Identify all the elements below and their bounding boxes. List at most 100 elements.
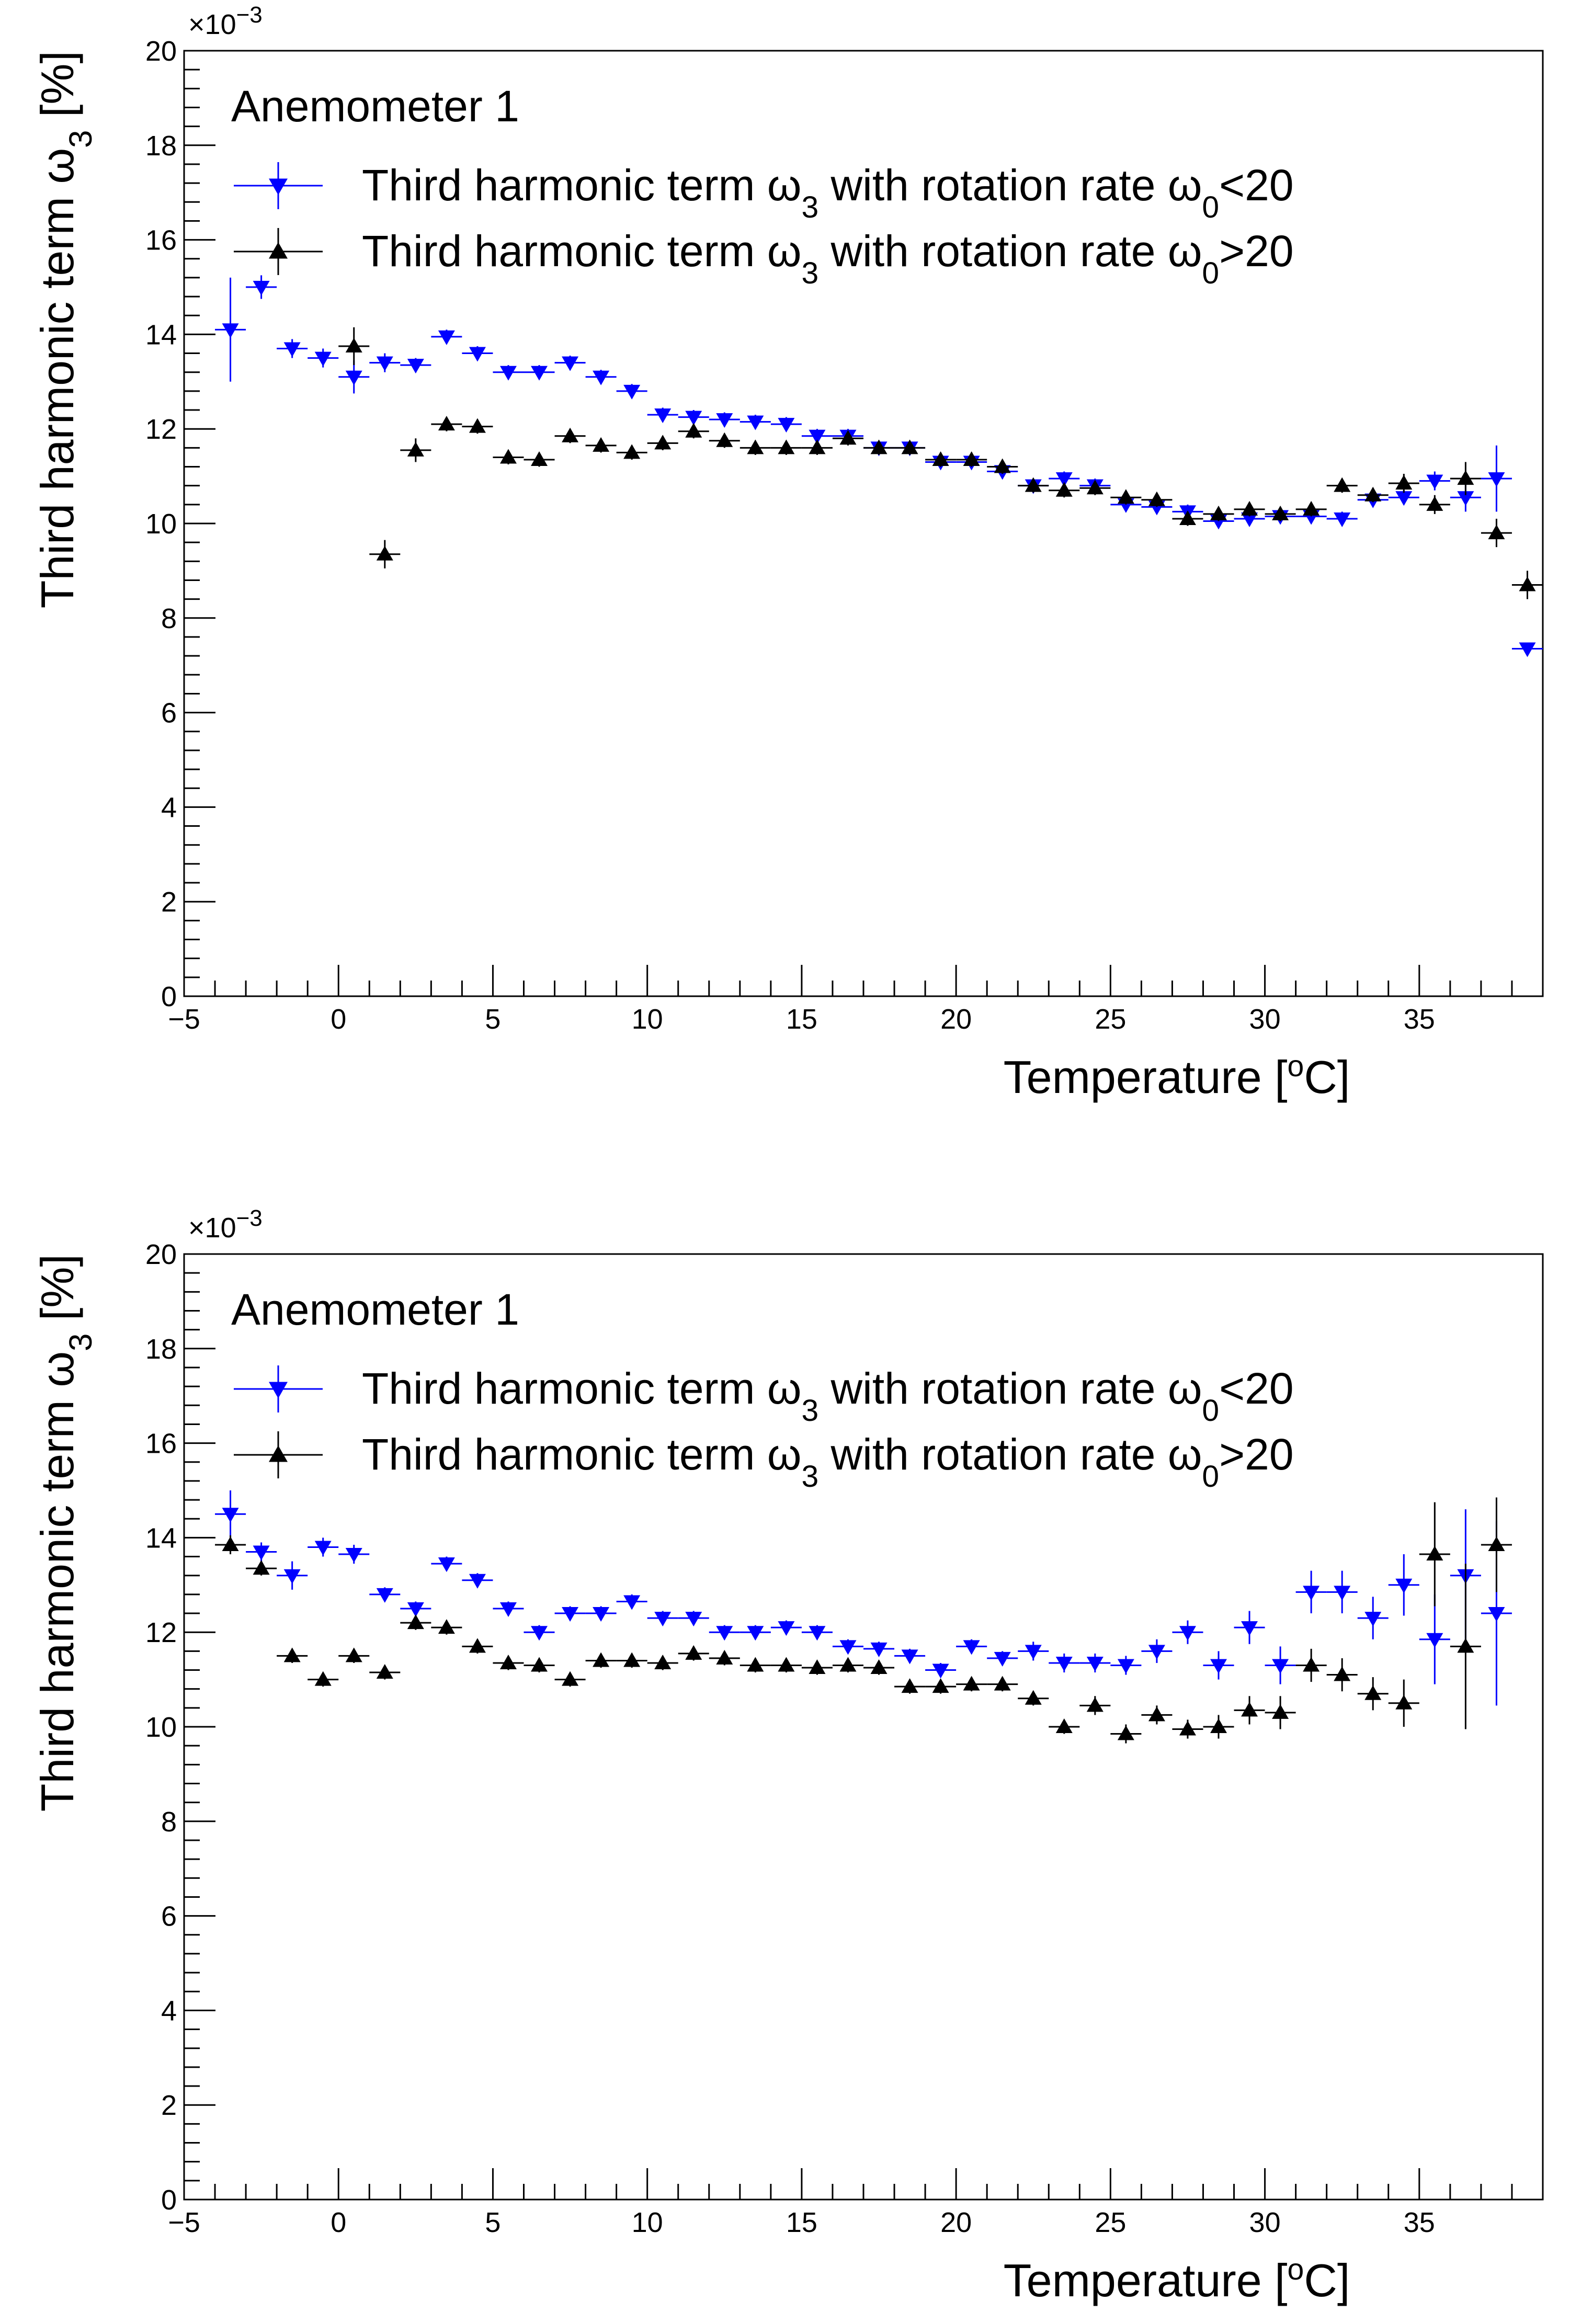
data-point <box>1025 1645 1042 1660</box>
legend-marker <box>269 242 288 259</box>
data-point <box>1519 642 1536 657</box>
data-point <box>1426 474 1443 489</box>
x-tick-label: 25 <box>1095 2207 1126 2238</box>
data-point <box>654 1612 672 1627</box>
x-tick-label: 15 <box>786 1004 817 1035</box>
x-tick-label: 25 <box>1095 1004 1126 1035</box>
data-point <box>623 1652 641 1667</box>
data-point <box>222 323 239 338</box>
x-tick-label: 0 <box>331 1004 346 1035</box>
data-point <box>747 439 764 454</box>
legend-entry-label: Third harmonic term ω3 with rotation rat… <box>362 1430 1294 1494</box>
data-point <box>1117 1725 1134 1740</box>
legend: Anemometer 1 Third harmonic term ω3 with … <box>231 1285 1294 1494</box>
data-point <box>716 1626 733 1641</box>
data-point <box>314 351 332 367</box>
data-point <box>345 370 362 385</box>
data-point <box>1488 1536 1505 1551</box>
data-point <box>932 451 949 466</box>
data-point <box>623 1595 641 1610</box>
data-point <box>901 439 918 454</box>
data-point <box>839 1640 857 1655</box>
data-point <box>1426 496 1443 511</box>
data-point <box>809 429 826 445</box>
data-point <box>778 439 795 454</box>
data-point <box>1055 472 1073 487</box>
data-point <box>809 439 826 454</box>
data-point <box>1025 477 1042 492</box>
y-tick-label: 16 <box>145 1428 177 1460</box>
series-low-rate <box>215 1490 1512 1706</box>
data-point <box>1457 1638 1474 1653</box>
data-point <box>716 413 733 428</box>
data-point <box>747 1626 764 1641</box>
data-point <box>1241 512 1258 527</box>
data-point <box>438 1557 455 1573</box>
legend-marker <box>269 178 288 195</box>
data-point <box>901 1649 918 1665</box>
data-point <box>1086 480 1103 495</box>
data-point <box>283 1647 301 1662</box>
y-tick-label: 2 <box>161 886 177 918</box>
x-tick-label: 20 <box>940 1004 972 1035</box>
data-point <box>654 1654 672 1669</box>
data-point <box>1241 500 1258 516</box>
data-point <box>685 1645 702 1660</box>
y-tick-label: 6 <box>161 1901 177 1932</box>
data-point <box>1488 525 1505 540</box>
data-point <box>1334 512 1351 527</box>
data-point <box>994 1651 1011 1667</box>
data-point <box>1364 486 1382 502</box>
data-point <box>1148 1706 1165 1722</box>
data-point <box>623 384 641 400</box>
data-point <box>778 1657 795 1672</box>
data-point <box>1179 1721 1196 1736</box>
data-point <box>1303 1657 1320 1672</box>
data-point <box>1395 491 1413 506</box>
x-axis-title: Temperature [oC] <box>1004 1050 1350 1103</box>
data-point <box>562 1607 579 1622</box>
data-point <box>253 1560 270 1575</box>
data-point <box>747 1657 764 1672</box>
data-point <box>1272 1659 1289 1674</box>
data-point <box>438 330 455 345</box>
data-point <box>1210 1659 1227 1674</box>
series-high-rate <box>338 327 1543 599</box>
data-point <box>407 1614 424 1630</box>
data-point <box>963 1640 980 1655</box>
data-point <box>222 1508 239 1523</box>
data-point <box>562 1671 579 1686</box>
x-tick-label: −5 <box>168 2207 200 2238</box>
y-tick-label: 4 <box>161 792 177 823</box>
data-point <box>593 370 610 385</box>
data-point <box>994 458 1011 473</box>
data-point <box>716 432 733 447</box>
data-point <box>1272 1704 1289 1719</box>
data-point <box>283 1569 301 1584</box>
data-point <box>870 1642 888 1657</box>
data-point <box>1086 1697 1103 1712</box>
data-point <box>376 545 393 561</box>
y-tick-label: 10 <box>145 1712 177 1743</box>
legend-header: Anemometer 1 <box>231 1285 519 1334</box>
data-point <box>253 1545 270 1560</box>
data-point <box>531 366 548 381</box>
data-point <box>562 427 579 442</box>
x-tick-label: 30 <box>1249 1004 1281 1035</box>
data-point <box>1055 1718 1073 1733</box>
data-point <box>685 423 702 438</box>
y-tick-label: 12 <box>145 414 177 445</box>
y-tick-label: 20 <box>145 36 177 67</box>
data-point <box>499 1602 517 1617</box>
y-exponent-label: ×10−3 <box>188 2 263 40</box>
data-point <box>593 1652 610 1667</box>
data-point <box>593 437 610 452</box>
y-tick-label: 14 <box>145 319 177 350</box>
data-point <box>1241 1621 1258 1636</box>
x-tick-label: 20 <box>940 2207 972 2238</box>
data-point <box>1117 489 1134 504</box>
data-point <box>1148 1645 1165 1660</box>
data-point <box>1179 510 1196 525</box>
data-point <box>314 1671 332 1686</box>
